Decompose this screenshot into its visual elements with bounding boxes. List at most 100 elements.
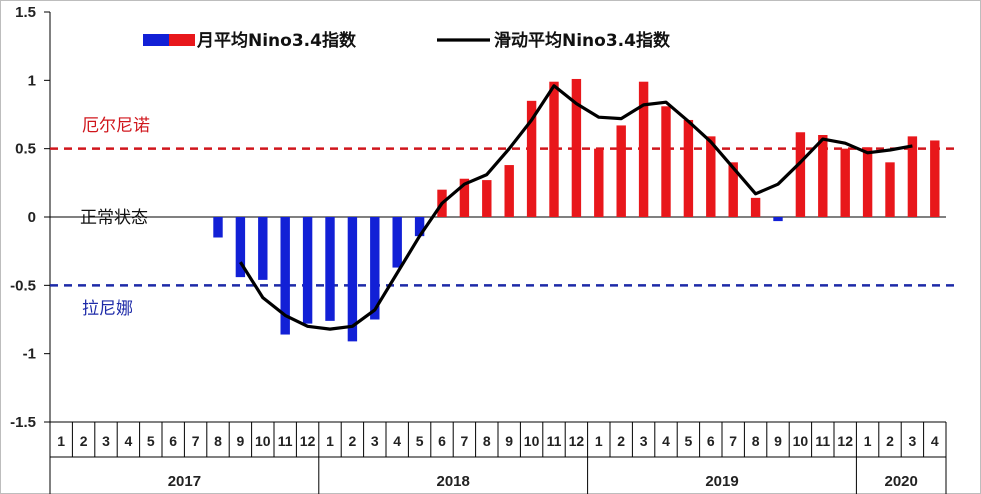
x-month-label: 5 bbox=[685, 433, 693, 449]
bar bbox=[683, 119, 694, 217]
bar bbox=[347, 217, 358, 342]
x-month-label: 12 bbox=[837, 433, 853, 449]
bar bbox=[728, 162, 738, 217]
bar bbox=[750, 197, 761, 217]
x-month-label: 7 bbox=[461, 433, 469, 449]
legend-swatch-blue bbox=[143, 34, 169, 46]
bar bbox=[504, 165, 514, 217]
x-month-label: 10 bbox=[524, 433, 540, 449]
x-month-label: 10 bbox=[255, 433, 271, 449]
x-month-label: 6 bbox=[707, 433, 715, 449]
x-month-label: 12 bbox=[300, 433, 316, 449]
bar bbox=[616, 125, 626, 217]
reference-lines bbox=[50, 147, 960, 287]
bar bbox=[258, 217, 268, 280]
x-month-label: 6 bbox=[169, 433, 177, 449]
x-axis: 1 2 3 4 5 6 7 8 9 10 11 12 1 2 3 4 5 6 7 8 9 10 11 12 1 2 3 4 5 6 7 8 9 1… bbox=[49, 216, 947, 494]
bar bbox=[773, 217, 783, 222]
y-tick-label: 1 bbox=[28, 72, 36, 89]
bar bbox=[571, 78, 582, 217]
bar bbox=[818, 135, 828, 217]
bar bbox=[907, 136, 918, 217]
bar bbox=[325, 217, 335, 321]
y-tick-label: -0.5 bbox=[10, 277, 36, 294]
lanina-label: 拉尼娜 bbox=[82, 299, 133, 319]
x-year-label: 2020 bbox=[885, 473, 918, 490]
y-tick-label: 0.5 bbox=[15, 141, 36, 158]
bar bbox=[795, 132, 806, 217]
x-month-label: 1 bbox=[864, 433, 872, 449]
legend-line-label: 滑动平均Nino3.4指数 bbox=[494, 30, 671, 51]
bar bbox=[930, 140, 940, 217]
bar bbox=[862, 147, 873, 217]
x-month-label: 8 bbox=[752, 433, 760, 449]
bar-series bbox=[213, 78, 940, 342]
x-month-label: 10 bbox=[793, 433, 809, 449]
x-month-label: 7 bbox=[192, 433, 200, 449]
x-month-label: 2 bbox=[349, 433, 357, 449]
moving-average-line bbox=[239, 84, 913, 331]
x-month-label: 12 bbox=[569, 433, 585, 449]
x-month-label: 4 bbox=[125, 433, 133, 449]
x-month-label: 1 bbox=[57, 433, 65, 449]
x-month-label: 4 bbox=[393, 433, 401, 449]
x-month-label: 11 bbox=[547, 433, 562, 449]
bar bbox=[459, 178, 470, 217]
bar bbox=[549, 81, 559, 217]
bar bbox=[280, 217, 290, 335]
bar bbox=[840, 148, 850, 217]
bar bbox=[482, 180, 492, 217]
bar bbox=[414, 217, 425, 237]
y-tick-label: -1.5 bbox=[10, 414, 36, 431]
x-month-label: 8 bbox=[483, 433, 491, 449]
normal-state-label: 正常状态 bbox=[80, 208, 148, 228]
x-month-label: 9 bbox=[505, 433, 513, 449]
bar bbox=[594, 148, 604, 217]
x-month-label: 3 bbox=[371, 433, 379, 449]
bar bbox=[235, 217, 246, 278]
x-year-label: 2018 bbox=[437, 473, 470, 490]
bar bbox=[526, 100, 537, 217]
x-year-label: 2019 bbox=[705, 473, 738, 490]
bar bbox=[370, 217, 380, 320]
x-month-label: 2 bbox=[886, 433, 894, 449]
x-month-label: 9 bbox=[237, 433, 245, 449]
x-month-label: 2 bbox=[617, 433, 625, 449]
y-axis: 1.5 1 0.5 0 -0.5 -1 -1.5 bbox=[10, 4, 51, 431]
x-month-label: 5 bbox=[147, 433, 155, 449]
x-month-label: 6 bbox=[438, 433, 446, 449]
x-month-label: 9 bbox=[774, 433, 782, 449]
bar bbox=[213, 217, 223, 238]
x-year-label: 2017 bbox=[168, 473, 201, 490]
y-tick-label: -1 bbox=[23, 346, 36, 363]
legend-swatch-red bbox=[169, 34, 195, 46]
bar bbox=[706, 136, 716, 217]
x-month-label: 1 bbox=[326, 433, 334, 449]
x-month-label: 11 bbox=[278, 433, 293, 449]
elnino-label: 厄尔尼诺 bbox=[82, 116, 150, 136]
bar bbox=[302, 217, 313, 324]
x-month-label: 7 bbox=[729, 433, 737, 449]
bar bbox=[392, 217, 402, 268]
legend-bar-label: 月平均Nino3.4指数 bbox=[196, 30, 357, 51]
x-month-label: 5 bbox=[416, 433, 424, 449]
y-tick-label: 1.5 bbox=[15, 4, 36, 21]
line-series bbox=[239, 84, 913, 331]
x-month-label: 3 bbox=[640, 433, 648, 449]
x-month-label: 3 bbox=[102, 433, 110, 449]
x-month-label: 8 bbox=[214, 433, 222, 449]
bar bbox=[638, 81, 649, 217]
bar bbox=[661, 106, 671, 217]
x-month-label: 2 bbox=[80, 433, 88, 449]
x-month-label: 4 bbox=[931, 433, 939, 449]
x-month-label: 4 bbox=[662, 433, 670, 449]
y-tick-label: 0 bbox=[28, 209, 36, 226]
x-month-label: 3 bbox=[909, 433, 917, 449]
x-month-label: 11 bbox=[815, 433, 830, 449]
legend: 月平均Nino3.4指数 滑动平均Nino3.4指数 bbox=[143, 30, 671, 51]
bar bbox=[885, 162, 895, 217]
x-month-label: 1 bbox=[595, 433, 603, 449]
